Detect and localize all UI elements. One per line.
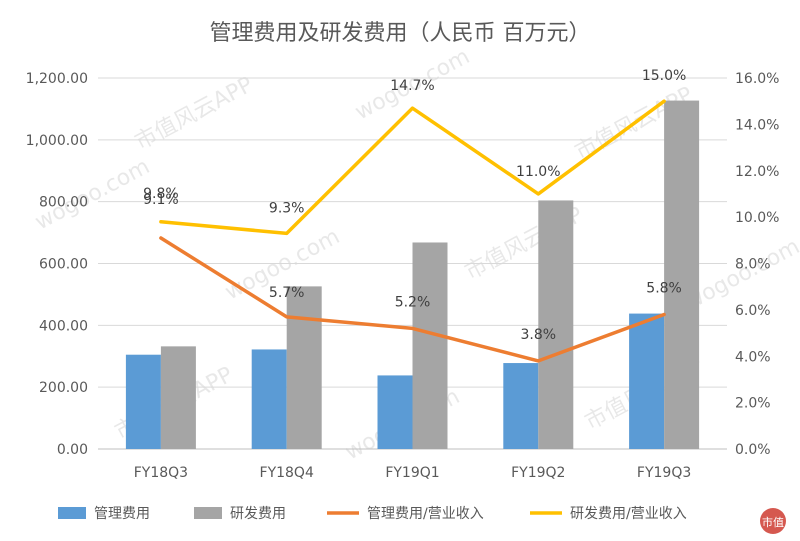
- line-series: [159, 99, 666, 363]
- bar-admin-expense: [629, 313, 665, 449]
- left-tick-label: 600.00: [39, 257, 88, 273]
- data-label: 5.8%: [646, 281, 682, 297]
- left-tick-label: 1,000.00: [26, 133, 88, 149]
- bar-rd-expense: [412, 242, 448, 449]
- data-label: 9.8%: [143, 186, 179, 202]
- left-tick-label: 400.00: [39, 318, 88, 334]
- bar-rd-expense: [160, 346, 196, 449]
- legend-swatch: [194, 507, 222, 519]
- x-tick-label: FY19Q2: [511, 465, 565, 481]
- legend-label: 研发费用: [230, 506, 286, 522]
- right-tick-label: 14.0%: [735, 117, 779, 133]
- line-rd-ratio: [159, 99, 666, 236]
- logo: 市值: [760, 508, 786, 534]
- data-labels: 9.1% 5.7% 5.2% 3.8% 5.8% 9.8% 9.3% 14.7% 11.0% 15…: [143, 68, 686, 343]
- left-tick-label: 0.00: [57, 442, 88, 458]
- data-label: 14.7%: [390, 78, 434, 94]
- chart-title: 管理费用及研发费用（人民币 百万元）: [210, 21, 591, 46]
- bar-admin-expense: [377, 375, 413, 449]
- line-admin-ratio: [159, 236, 666, 363]
- data-label: 5.2%: [395, 294, 431, 310]
- bar-rd-expense: [538, 200, 574, 449]
- bar-admin-expense: [125, 354, 161, 449]
- bar-rd-expense: [664, 100, 700, 450]
- data-label: 15.0%: [642, 68, 686, 84]
- left-axis-ticks: 0.00 200.00 400.00 600.00 800.00 1,000.00 1,20…: [26, 71, 88, 458]
- bar-series: [125, 100, 700, 450]
- data-label: 11.0%: [516, 164, 560, 180]
- right-tick-label: 8.0%: [735, 257, 771, 273]
- right-axis-ticks: 0.0% 2.0% 4.0% 6.0% 8.0% 10.0% 12.0% 14.0% 16.0%: [735, 71, 779, 458]
- data-label: 3.8%: [521, 327, 557, 343]
- x-tick-label: FY18Q4: [260, 465, 314, 481]
- legend: 管理费用 研发费用 管理费用/营业收入 研发费用/营业收入: [58, 506, 687, 522]
- x-tick-label: FY19Q1: [385, 465, 439, 481]
- right-tick-label: 10.0%: [735, 210, 779, 226]
- left-tick-label: 1,200.00: [26, 71, 88, 87]
- right-tick-label: 0.0%: [735, 442, 771, 458]
- data-label: 5.7%: [269, 285, 305, 301]
- legend-label: 管理费用/营业收入: [367, 506, 484, 522]
- data-label: 9.1%: [143, 192, 179, 208]
- legend-label: 管理费用: [94, 506, 150, 522]
- legend-swatch: [58, 507, 86, 519]
- bar-admin-expense: [503, 363, 539, 449]
- right-tick-label: 6.0%: [735, 303, 771, 319]
- bar-admin-expense: [251, 349, 287, 449]
- logo-text: 市值: [762, 515, 784, 529]
- left-tick-label: 200.00: [39, 380, 88, 396]
- x-tick-label: FY18Q3: [134, 465, 188, 481]
- left-tick-label: 800.00: [39, 195, 88, 211]
- watermark-text: 市值风云APP: [131, 72, 257, 155]
- x-tick-label: FY19Q3: [637, 465, 691, 481]
- right-tick-label: 2.0%: [735, 396, 771, 412]
- bar-rd-expense: [286, 286, 322, 449]
- right-tick-label: 12.0%: [735, 164, 779, 180]
- x-axis-labels: FY18Q3 FY18Q4 FY19Q1 FY19Q2 FY19Q3: [134, 465, 692, 481]
- right-tick-label: 16.0%: [735, 71, 779, 87]
- data-label: 9.3%: [269, 200, 305, 216]
- legend-label: 研发费用/营业收入: [570, 506, 687, 522]
- right-tick-label: 4.0%: [735, 349, 771, 365]
